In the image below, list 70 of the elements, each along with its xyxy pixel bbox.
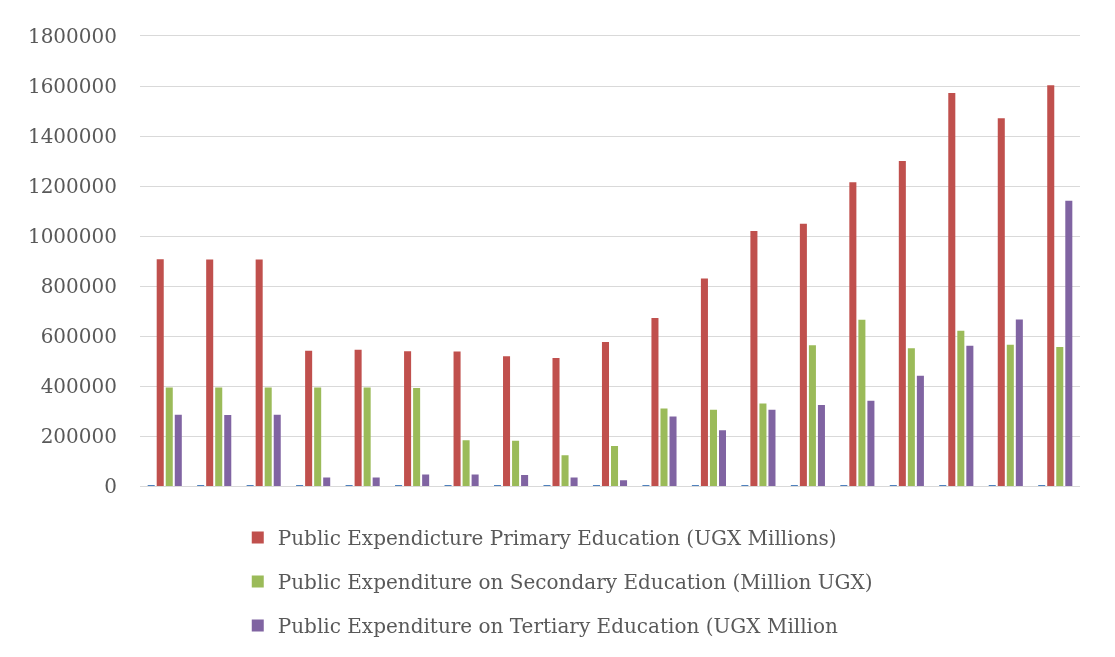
bar [224, 415, 232, 486]
bar [907, 348, 915, 486]
y-tick-label: 1600000 [27, 74, 117, 98]
bar [1015, 319, 1023, 486]
y-tick-label: 600000 [40, 324, 117, 348]
bar [759, 403, 767, 486]
bar [601, 342, 610, 486]
bar [669, 416, 677, 486]
bar [916, 375, 924, 486]
y-tick-label: 1800000 [27, 24, 117, 48]
bar [660, 408, 668, 486]
bar [570, 477, 578, 486]
bar [512, 440, 520, 486]
y-tick-label: 1200000 [27, 174, 117, 198]
y-tick-label: 800000 [40, 274, 117, 298]
bar [1065, 200, 1073, 486]
bar [255, 259, 263, 486]
bar [620, 480, 628, 486]
legend-label: Public Expendicture Primary Education (UGX Millions) [277, 526, 837, 551]
bar [997, 118, 1005, 486]
bar [404, 351, 412, 486]
bar [354, 349, 362, 486]
y-tick-label: 0 [104, 474, 117, 498]
bar [966, 345, 974, 486]
bar [799, 223, 807, 486]
bar [817, 405, 825, 486]
bar [768, 409, 776, 486]
bar [165, 387, 173, 486]
y-tick-label: 200000 [40, 424, 117, 448]
bar [215, 387, 223, 486]
bar [264, 387, 272, 486]
bar [422, 474, 430, 486]
bar [957, 330, 965, 486]
bar [372, 477, 380, 486]
legend-label: Public Expenditure on Tertiary Education (UGX Million [277, 614, 839, 639]
bar [651, 318, 659, 486]
bar [156, 259, 164, 486]
bar [363, 387, 371, 486]
bar [305, 350, 313, 486]
bar [323, 477, 331, 486]
bar [849, 182, 857, 486]
bar [858, 319, 866, 486]
bar [273, 414, 281, 486]
bar [453, 351, 461, 486]
y-tick-label: 400000 [40, 374, 117, 398]
bar [948, 93, 956, 486]
bar [1006, 344, 1014, 486]
y-tick-label: 1400000 [27, 124, 117, 148]
bar [206, 259, 214, 486]
bar [471, 474, 479, 486]
bar [561, 455, 569, 486]
bar [1047, 85, 1055, 486]
bar [610, 446, 619, 486]
bar [898, 161, 906, 486]
bar [750, 231, 758, 486]
bar [808, 345, 816, 486]
bar [552, 358, 560, 486]
bar [867, 400, 875, 486]
bar [314, 387, 322, 486]
legend-label: Public Expenditure on Secondary Education (Million UGX) [277, 570, 873, 595]
bar [503, 356, 511, 486]
bar [1056, 347, 1064, 486]
y-tick-label: 1000000 [27, 224, 117, 248]
bar [700, 278, 708, 486]
bar [462, 440, 470, 486]
bar [709, 409, 717, 486]
bar [718, 430, 727, 486]
bar [521, 475, 529, 486]
bar [413, 388, 421, 486]
bar [174, 414, 182, 486]
